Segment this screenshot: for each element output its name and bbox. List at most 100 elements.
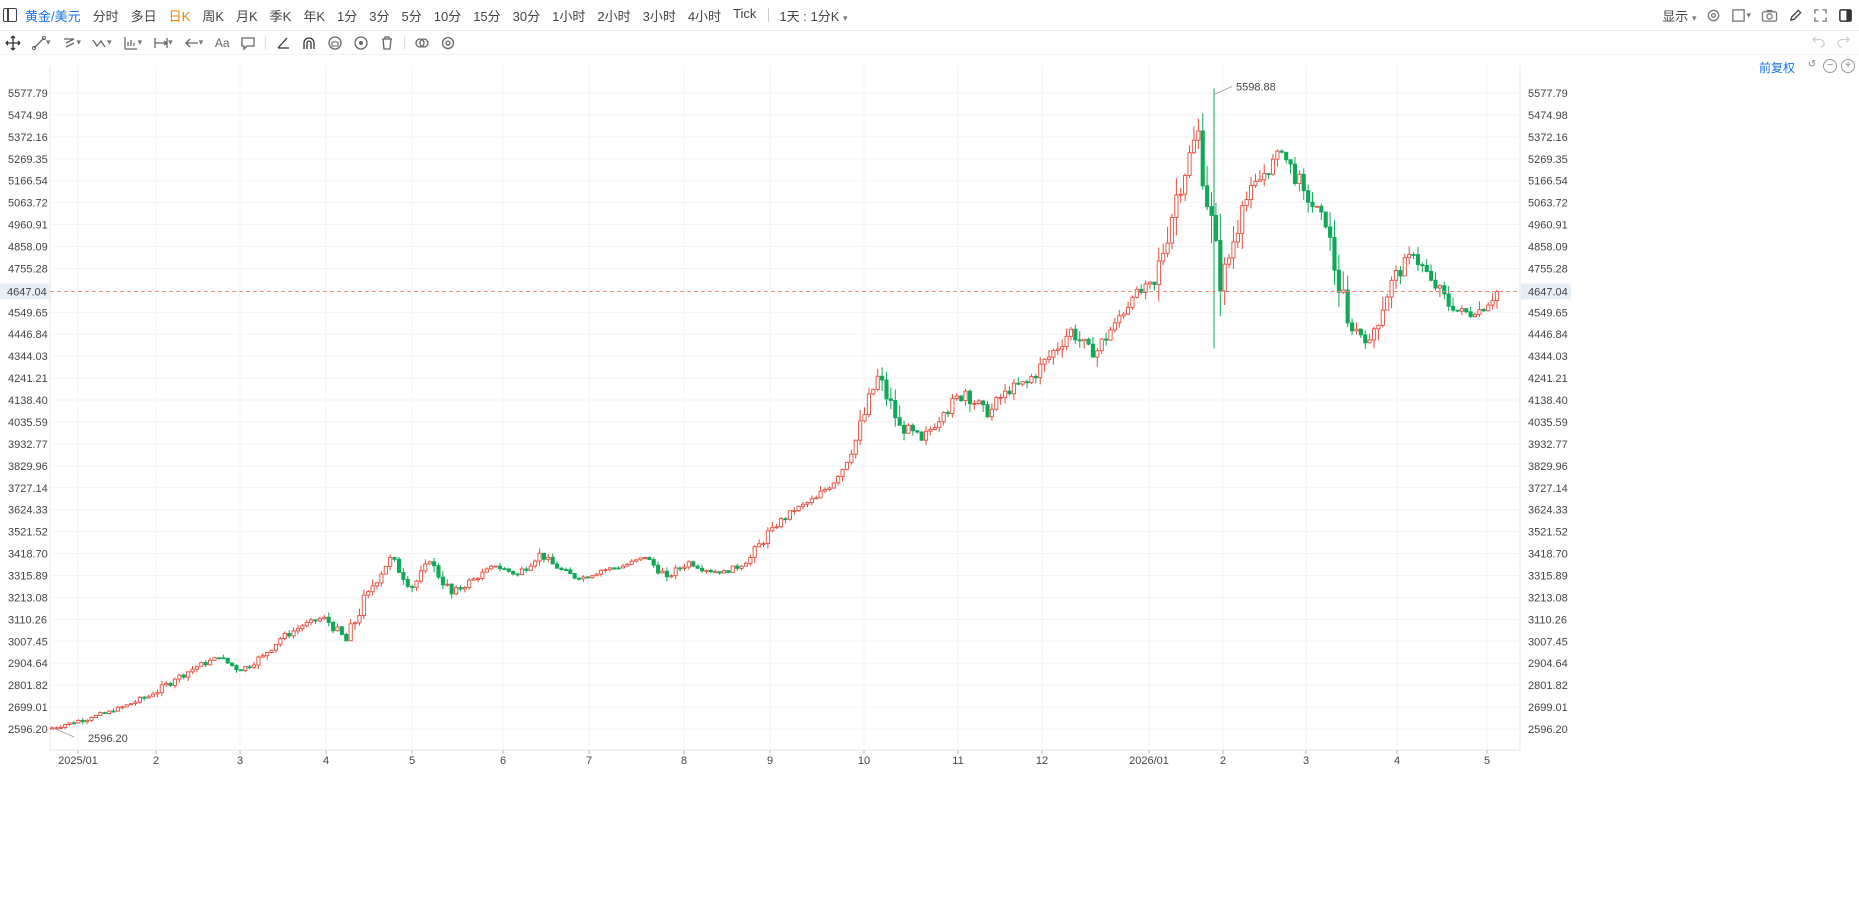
candle-body [1169,217,1175,244]
candle-body [1213,214,1218,241]
candle-body [836,476,841,484]
candle [405,576,410,589]
settings-icon[interactable] [1706,8,1721,23]
wave-tool[interactable] [87,33,113,53]
candle [1310,192,1315,213]
candle-body [1420,264,1425,267]
candle-body [528,565,533,571]
candle [458,585,463,592]
candle-body [1398,270,1403,277]
pencil-icon[interactable] [1788,8,1803,23]
candle-body [844,461,850,470]
undo-icon[interactable] [1811,33,1826,48]
panel-toggle-icon[interactable] [3,8,17,22]
period-tab[interactable]: 5分 [401,8,422,24]
camera-icon[interactable] [1761,8,1778,23]
period-tab[interactable]: 季K [269,8,292,24]
candle [1174,178,1179,236]
reset-icon[interactable]: ↺ [1807,59,1817,70]
magnet-tool[interactable] [296,33,322,53]
display-button[interactable]: 显示 ▾ [1662,6,1696,25]
adjust-button[interactable]: 前复权 [1758,61,1795,75]
period-tab[interactable]: 2小时 [597,8,631,24]
symbol-label[interactable]: 黄金/美元 [25,8,81,24]
y-tick-label: 3110.26 [1528,614,1567,626]
move-tool[interactable] [0,33,26,53]
period-tab[interactable]: 日K [168,8,191,24]
candle [93,714,98,719]
candle [853,439,858,459]
y-tick-label: 5166.54 [1528,176,1568,188]
trash-tool[interactable] [374,33,400,53]
candle-body [186,671,191,678]
candle [194,665,199,673]
compare-tool[interactable] [409,33,435,53]
candle [493,565,498,568]
layout-button[interactable]: ▾ [1731,8,1751,23]
candle-body [1358,328,1363,336]
candle [581,575,586,582]
zoom-out-icon[interactable]: − [1823,59,1837,73]
fullscreen-icon[interactable] [1813,8,1828,23]
channel-tool[interactable] [57,33,83,53]
period-tab[interactable]: 月K [236,8,258,24]
candle-body [1016,382,1021,385]
period-tab[interactable]: 15分 [473,8,501,24]
period-tab[interactable]: 10分 [433,8,462,24]
candle [186,671,191,681]
candle-body [1332,236,1337,271]
candle [616,566,621,570]
candle [449,583,454,599]
toolbar-settings[interactable] [435,33,461,53]
arrow-tool[interactable] [179,33,205,53]
candle [111,708,116,713]
candle [85,719,90,725]
period-tab[interactable]: 周K [202,8,224,24]
period-tab[interactable]: 年K [303,8,326,24]
period-tab[interactable]: 分时 [92,8,119,24]
candle [1464,308,1469,314]
period-tab[interactable]: 3分 [369,8,390,24]
candle-body [1279,150,1284,153]
comment-tool[interactable] [235,33,261,53]
redo-icon[interactable] [1836,33,1851,48]
panel-right-icon[interactable] [1838,8,1853,23]
eye-tool[interactable] [348,33,374,53]
range-tool[interactable] [148,33,174,53]
candle [937,416,942,432]
period-tab[interactable]: Tick [733,5,757,21]
candle [1046,349,1052,364]
candle-body [120,706,125,709]
lock-tool[interactable] [322,33,348,53]
text-tool[interactable]: Aa [209,33,235,53]
candle [251,661,257,670]
candle-body [256,656,261,666]
period-tab[interactable]: 3小时 [642,8,676,24]
candle [1130,295,1135,310]
measure-tool[interactable] [118,33,144,53]
candle [1354,322,1359,335]
y-tick-label: 5474.98 [8,110,48,122]
candle [1121,311,1126,320]
candle [664,567,669,582]
period-tab[interactable]: 1分 [337,8,358,24]
period-tab[interactable]: 多日 [130,8,157,24]
candle [787,510,792,521]
zoom-in-icon[interactable]: + [1841,59,1855,73]
period-tab[interactable]: 1小时 [552,8,586,24]
angle-tool[interactable] [270,33,296,53]
candle [115,705,120,712]
candle [168,682,173,687]
x-tick-label: 2 [1220,755,1226,767]
candle-body [449,583,454,595]
candle-body [129,703,134,706]
period-select[interactable]: 1天 : 1分K ▾ [779,6,847,25]
period-tab[interactable]: 4小时 [687,8,722,24]
candle [726,570,731,574]
candle-body [726,570,731,573]
line-tool[interactable] [26,33,52,53]
chevron-down-icon: ▾ [137,37,143,47]
period-tab[interactable]: 30分 [512,8,541,24]
candle-body [401,571,406,580]
